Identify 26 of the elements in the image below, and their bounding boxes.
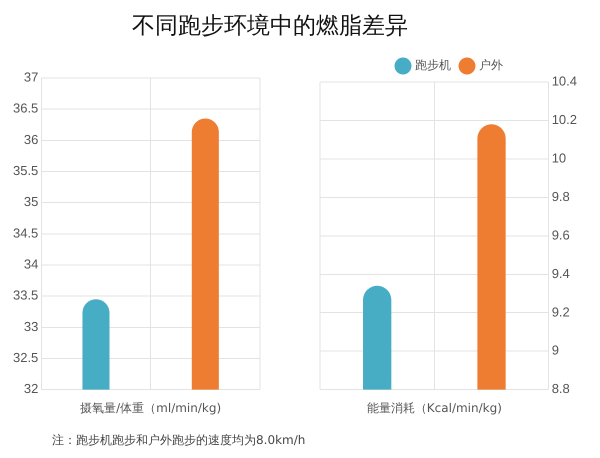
x-axis-title: 能量消耗（Kcal/min/kg) [366, 400, 502, 415]
y2-tick-label: 10.4 [552, 74, 578, 89]
y-tick-label: 35 [24, 194, 38, 210]
y2-tick-label: 10 [552, 150, 566, 166]
y2-tick-label: 9.8 [552, 188, 570, 204]
y2-tick-label: 9.4 [552, 266, 570, 281]
y2-tick-label: 9.6 [552, 227, 570, 242]
y2-tick-label: 8.8 [552, 381, 570, 396]
text: 注：跑步机跑步和户外跑步的速度均为8.0km/h [52, 432, 306, 449]
y-tick-label: 35.5 [12, 163, 38, 178]
chart-title: 不同跑步环境中的燃脂差异 [131, 12, 409, 41]
y-tick-label: 32 [24, 381, 38, 396]
x-axis-title: 摄氧量/体重（ml/min/kg) [80, 400, 222, 415]
y-tick-label: 34.5 [12, 225, 38, 240]
y-tick-label: 36 [24, 132, 38, 147]
y2-tick-label: 10.2 [552, 112, 578, 128]
y-tick-label: 37 [24, 70, 38, 85]
y2-tick-label: 9.2 [552, 304, 570, 320]
y-tick-label: 36.5 [12, 100, 38, 116]
y2-tick-label: 9 [552, 342, 559, 358]
legend-label: 户外 [479, 58, 503, 72]
legend-label: 跑步机 [415, 58, 451, 72]
y-tick-label: 34 [24, 256, 38, 272]
y-tick-label: 33.5 [12, 288, 38, 303]
y-tick-label: 32.5 [12, 350, 38, 366]
y-tick-label: 33 [24, 318, 38, 334]
